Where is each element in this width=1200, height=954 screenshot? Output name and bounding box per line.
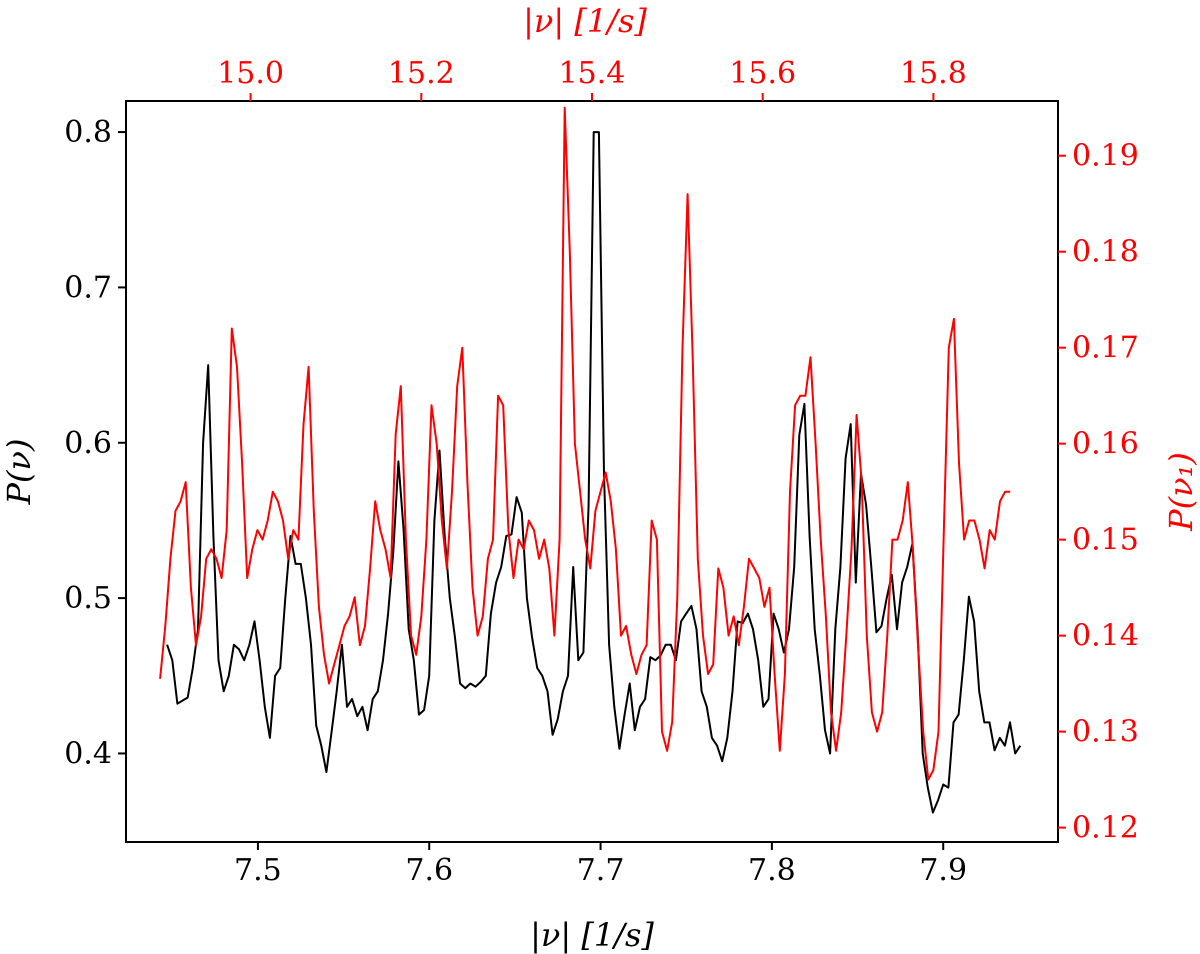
- y-axis-label: P(ν): [0, 439, 38, 506]
- y-tick-label: 0.8: [64, 115, 112, 150]
- right-y-axis-label: P(ν₁): [1162, 452, 1200, 532]
- series-layer: [159, 106, 1022, 814]
- x-tick-label: 7.5: [234, 853, 282, 888]
- axes-layer: 7.5 7.6 7.7 7.8 7.9 0.4 0.5 0.6 0.7 0.8 15.0 15.2 15…: [64, 56, 1139, 888]
- x-axis-label: |ν| [1/s]: [530, 916, 654, 954]
- series-line-red: [159, 106, 1011, 781]
- y-tick-label: 0.4: [64, 736, 112, 771]
- right-y-tick-label: 0.14: [1072, 619, 1139, 654]
- right-y-tick-label: 0.13: [1072, 715, 1139, 750]
- y-tick-label: 0.5: [64, 581, 112, 616]
- top-x-tick-label: 15.4: [559, 56, 626, 91]
- right-y-tick-label: 0.15: [1072, 523, 1139, 558]
- x-tick-label: 7.9: [919, 853, 967, 888]
- top-x-axis-label: |ν| [1/s]: [523, 2, 647, 40]
- top-x-tick-label: 15.2: [388, 56, 455, 91]
- y-tick-label: 0.7: [64, 270, 112, 305]
- y-tick-label: 0.6: [64, 426, 112, 461]
- series-line-black: [166, 131, 1022, 814]
- right-y-tick-label: 0.18: [1072, 235, 1139, 270]
- x-tick-label: 7.8: [748, 853, 796, 888]
- top-x-tick-label: 15.6: [729, 56, 796, 91]
- right-y-tick-label: 0.17: [1072, 331, 1139, 366]
- x-tick-label: 7.6: [405, 853, 453, 888]
- top-x-tick-label: 15.0: [217, 56, 284, 91]
- top-x-tick-label: 15.8: [900, 56, 967, 91]
- right-y-tick-label: 0.16: [1072, 427, 1139, 462]
- right-y-tick-label: 0.19: [1072, 139, 1139, 174]
- right-y-tick-label: 0.12: [1072, 811, 1139, 846]
- x-tick-label: 7.7: [577, 853, 625, 888]
